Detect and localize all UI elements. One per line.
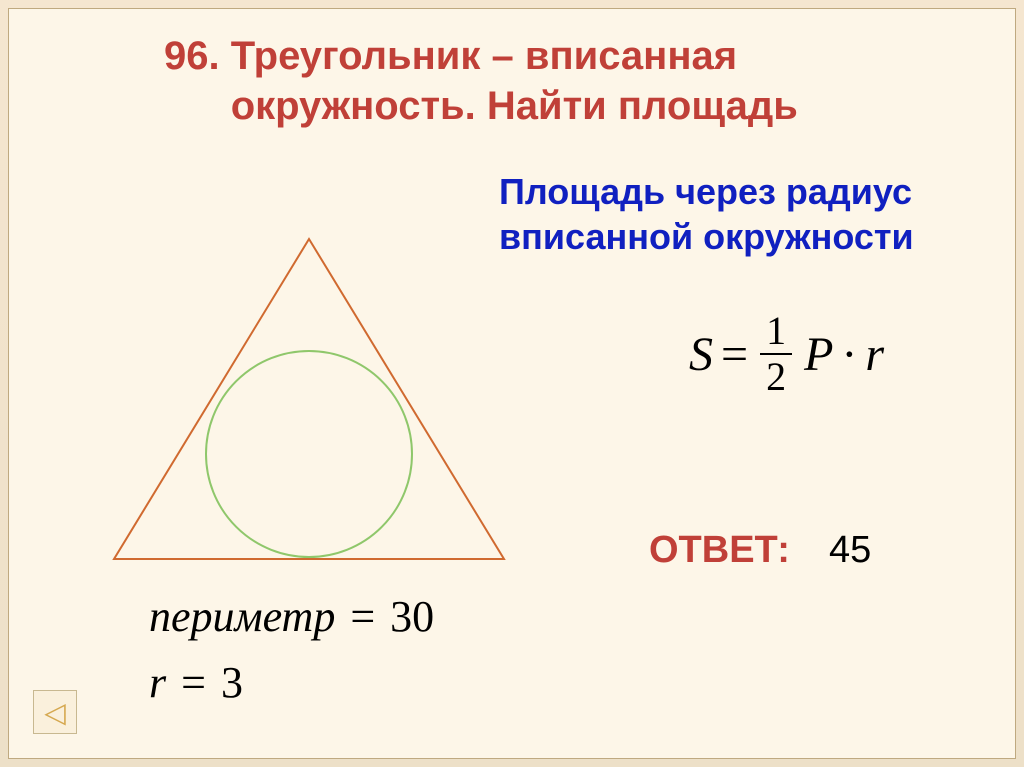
perimeter-value: 30 — [390, 592, 434, 641]
back-triangle-icon: ◁ — [44, 696, 66, 729]
perimeter-line: периметр = 30 — [149, 584, 434, 650]
answer-value: 45 — [829, 529, 871, 572]
fraction-denominator: 2 — [760, 355, 792, 399]
r-value: 3 — [221, 658, 243, 707]
formula-p: P — [804, 327, 833, 382]
formula-dot: · — [841, 327, 857, 382]
problem-number: 96. — [164, 34, 220, 78]
r-line: r = 3 — [149, 650, 434, 716]
geometry-figure — [99, 229, 519, 589]
subtitle-line2: вписанной окружности — [499, 216, 914, 257]
subtitle-line1: Площадь через радиус — [499, 171, 912, 212]
fraction-numerator: 1 — [760, 309, 792, 353]
formula-fraction: 1 2 — [760, 309, 792, 399]
given-values: периметр = 30 r = 3 — [149, 584, 434, 716]
r-eq: = — [181, 658, 206, 707]
slide-surface: 96. Треугольник – вписанная окружность. … — [8, 8, 1016, 759]
title-line2: окружность. Найти площадь — [231, 84, 798, 128]
area-formula: S = 1 2 P · r — [689, 309, 884, 399]
back-button[interactable]: ◁ — [33, 690, 77, 734]
perimeter-label: периметр — [149, 592, 335, 641]
perimeter-eq: = — [350, 592, 375, 641]
triangle-shape — [114, 239, 504, 559]
method-subtitle: Площадь через радиус вписанной окружност… — [499, 169, 914, 259]
formula-lhs: S — [689, 327, 713, 382]
inscribed-circle — [206, 351, 412, 557]
formula-r: r — [865, 327, 884, 382]
problem-title: 96. Треугольник – вписанная окружность. … — [164, 31, 798, 131]
title-line1: Треугольник – вписанная — [231, 34, 737, 78]
r-label: r — [149, 658, 166, 707]
answer-label: ОТВЕТ: — [649, 529, 790, 572]
formula-eq: = — [721, 327, 748, 382]
